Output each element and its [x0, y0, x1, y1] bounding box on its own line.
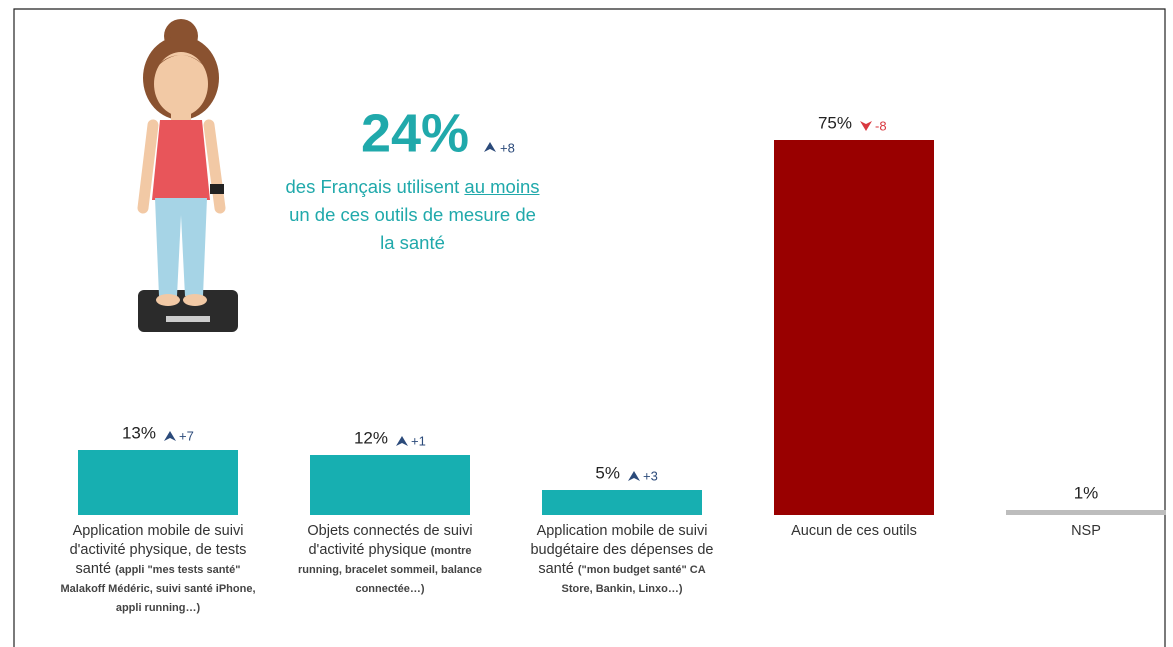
- category-label: Aucun de ces outils: [754, 522, 954, 541]
- bar: [774, 140, 934, 515]
- category-text: Aucun de ces outils: [791, 523, 917, 539]
- text: un de ces outils de mesure de la santé: [289, 204, 536, 253]
- bar: [1006, 510, 1166, 515]
- category-text: Objets connectés de suivi d'activité phy…: [307, 523, 473, 558]
- headline-text: des Français utilisent au moins un de ce…: [280, 173, 545, 257]
- change-label: +7: [179, 428, 194, 443]
- value-label: 12%: [354, 428, 388, 447]
- value-label: 75%: [818, 113, 852, 132]
- category-label: Objets connectés de suivi d'activité phy…: [290, 522, 490, 598]
- bar: [78, 450, 238, 515]
- category-label: NSP: [986, 522, 1173, 541]
- underlined-text: au moins: [464, 176, 540, 197]
- down-arrow: [860, 121, 872, 131]
- value-label: 13%: [122, 423, 156, 442]
- category-note: (montre running, bracelet sommeil, balan…: [298, 545, 482, 595]
- category-text: Application mobile de suivi budgétaire d…: [530, 523, 714, 577]
- category-text: Application mobile de suivi d'activité p…: [69, 523, 247, 577]
- up-arrow: [628, 471, 640, 481]
- bar: [542, 490, 702, 515]
- category-note: ("mon budget santé" CA Store, Bankin, Li…: [561, 564, 706, 595]
- up-arrow: [396, 436, 408, 446]
- value-label: 5%: [595, 463, 620, 482]
- bar: [310, 455, 470, 515]
- category-note: (appli "mes tests santé" Malakoff Médéri…: [60, 564, 256, 614]
- up-arrow: [164, 431, 176, 441]
- category-label: Application mobile de suivi d'activité p…: [58, 522, 258, 617]
- headline-figure: 24%: [361, 103, 469, 163]
- change-label: +1: [411, 433, 426, 448]
- change-label: +3: [643, 468, 658, 483]
- change-label: -8: [875, 118, 887, 133]
- illustration: [137, 19, 238, 332]
- text: des Français utilisent: [285, 176, 465, 197]
- category-label: Application mobile de suivi budgétaire d…: [522, 522, 722, 598]
- up-arrow: [484, 142, 496, 152]
- category-text: NSP: [1071, 523, 1101, 539]
- value-label: 1%: [1074, 483, 1099, 502]
- headline-change: +8: [500, 140, 515, 155]
- frame: [13, 8, 1166, 647]
